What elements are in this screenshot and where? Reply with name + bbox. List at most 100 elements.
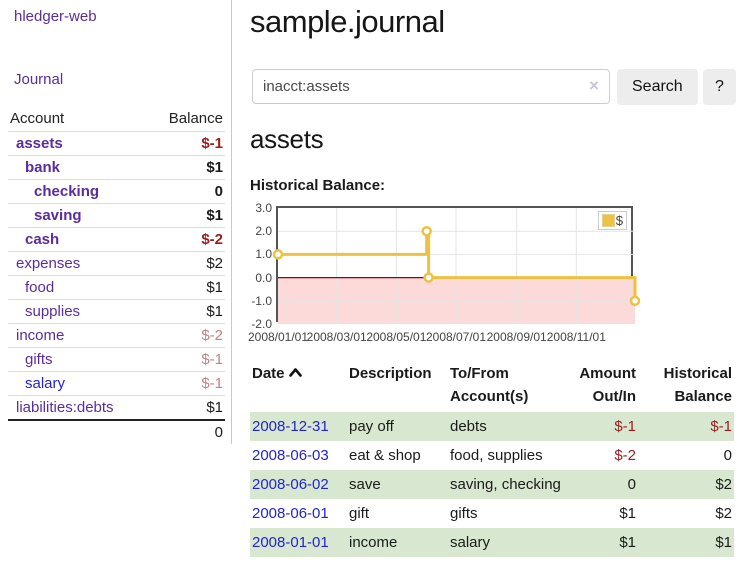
chart-plot-area: $	[272, 206, 641, 324]
transaction-balance: $-1	[710, 418, 732, 435]
balance-column-header: Historical Balance	[663, 365, 732, 405]
transaction-date-link[interactable]: 2008-06-02	[252, 476, 329, 493]
transaction-balance: $2	[715, 505, 732, 522]
account-heading: assets	[250, 124, 324, 154]
accounts-table-header-row: Account Balance	[8, 106, 225, 132]
transaction-accounts: gifts	[450, 505, 478, 522]
account-row: gifts $-1	[8, 347, 225, 372]
transaction-accounts: saving, checking	[450, 476, 561, 493]
account-link[interactable]: cash	[25, 231, 60, 248]
account-link[interactable]: supplies	[25, 303, 81, 320]
transaction-description: pay off	[349, 418, 394, 435]
register-header-row: Date Description To/From Account(s) Amou…	[250, 360, 734, 412]
y-axis-tick: 0.0	[255, 270, 272, 285]
account-link[interactable]: saving	[34, 207, 82, 224]
data-point-marker	[423, 272, 434, 283]
account-row: saving $1	[8, 203, 225, 228]
account-link[interactable]: gifts	[25, 351, 53, 368]
transaction-balance: $1	[715, 534, 732, 551]
y-axis-tick: 2.0	[255, 224, 272, 239]
account-balance: $-2	[148, 227, 225, 252]
balance-column-header: Balance	[168, 110, 223, 127]
account-row: liabilities:debts $1	[8, 395, 225, 420]
account-row: bank $1	[8, 155, 225, 180]
search-button[interactable]: Search	[617, 69, 698, 105]
transaction-description: income	[349, 534, 398, 551]
transaction-row: 2008-01-01 income salary $1 $1	[250, 528, 734, 557]
register-table: Date Description To/From Account(s) Amou…	[250, 360, 734, 557]
x-axis-tick: 2008/07/01	[425, 330, 487, 344]
account-balance: $1	[148, 299, 225, 324]
account-link[interactable]: salary	[25, 375, 66, 392]
transaction-row: 2008-06-02 save saving, checking 0 $2	[250, 470, 734, 499]
date-column-header[interactable]: Date	[250, 360, 347, 412]
transaction-row: 2008-12-31 pay off debts $-1 $-1	[250, 412, 734, 441]
description-column-header: Description	[349, 365, 432, 382]
chart-title: Historical Balance:	[250, 177, 386, 194]
transaction-amount: $1	[619, 534, 636, 551]
app-title-link[interactable]: hledger-web	[14, 8, 97, 25]
account-balance: $1	[148, 395, 225, 420]
transaction-row: 2008-06-03 eat & shop food, supplies $-2…	[250, 441, 734, 470]
accounts-total-spacer	[8, 419, 149, 444]
transaction-amount: $-1	[614, 418, 636, 435]
transaction-description: gift	[349, 505, 370, 522]
account-row: expenses $2	[8, 251, 225, 276]
account-balance: $-1	[148, 371, 225, 396]
help-button[interactable]: ?	[703, 69, 736, 105]
account-balance: $1	[148, 275, 225, 300]
account-link[interactable]: assets	[16, 135, 63, 152]
account-link[interactable]: food	[25, 279, 55, 296]
data-point-marker	[272, 249, 284, 260]
account-row: income $-2	[8, 323, 225, 348]
y-axis-tick: 3.0	[255, 201, 272, 215]
y-axis-tick: -1.0	[251, 293, 272, 308]
accounts-total-balance: 0	[148, 419, 225, 444]
x-axis-tick: 2008/05/01	[366, 330, 427, 344]
historical-balance-chart: $ 3.0 2.0 1.0 0.0 -1.0 -2.0 2008/01/01 2008/03/…	[246, 202, 676, 346]
transaction-amount: $-2	[614, 447, 636, 464]
account-link[interactable]: income	[16, 327, 65, 344]
x-axis-tick: 2008/09/01	[486, 330, 547, 344]
account-link[interactable]: liabilities:debts	[16, 399, 114, 416]
y-axis-tick: 1.0	[255, 247, 272, 262]
transaction-balance: 0	[723, 447, 732, 464]
search-input[interactable]	[252, 69, 610, 104]
transaction-amount: $1	[619, 505, 636, 522]
transaction-accounts: debts	[450, 418, 487, 435]
account-row: assets $-1	[8, 131, 225, 156]
data-point-marker	[421, 225, 432, 237]
account-column-header: Account	[10, 110, 65, 127]
x-axis-tick: 2008/11/01	[546, 330, 606, 344]
transaction-date-link[interactable]: 2008-01-01	[252, 534, 329, 551]
data-point-marker	[629, 295, 641, 307]
account-balance: $1	[148, 203, 225, 228]
chart-legend: $	[597, 211, 627, 230]
account-balance: $-2	[148, 323, 225, 348]
account-link[interactable]: checking	[34, 183, 100, 200]
transaction-row: 2008-06-01 gift gifts $1 $2	[250, 499, 734, 528]
account-column-header: To/From Account(s)	[450, 365, 529, 405]
accounts-total-row: 0	[8, 419, 225, 444]
account-balance: $-1	[148, 131, 225, 156]
sidebar: hledger-web Journal Account Balance asse…	[0, 0, 232, 444]
amount-column-header: Amount Out/In	[579, 365, 636, 405]
transaction-amount: 0	[627, 476, 636, 493]
transaction-accounts: food, supplies	[450, 447, 543, 464]
clear-search-icon[interactable]: ×	[589, 76, 599, 95]
transaction-date-link[interactable]: 2008-06-03	[252, 447, 329, 464]
y-axis-tick: -2.0	[251, 317, 272, 331]
transaction-description: eat & shop	[349, 447, 421, 464]
transaction-date-link[interactable]: 2008-12-31	[252, 418, 329, 435]
accounts-table: Account Balance assets $-1 bank $1 check…	[8, 106, 225, 444]
account-link[interactable]: bank	[25, 159, 61, 176]
account-balance: $-1	[148, 347, 225, 372]
transaction-balance: $2	[715, 476, 732, 493]
account-row: cash $-2	[8, 227, 225, 252]
sidebar-item-journal[interactable]: Journal	[14, 71, 64, 88]
account-link[interactable]: expenses	[16, 255, 81, 272]
x-axis-tick: 2008/01/01	[247, 330, 309, 344]
account-balance: $1	[148, 155, 225, 180]
transaction-date-link[interactable]: 2008-06-01	[252, 505, 329, 522]
account-balance: 0	[148, 179, 225, 204]
